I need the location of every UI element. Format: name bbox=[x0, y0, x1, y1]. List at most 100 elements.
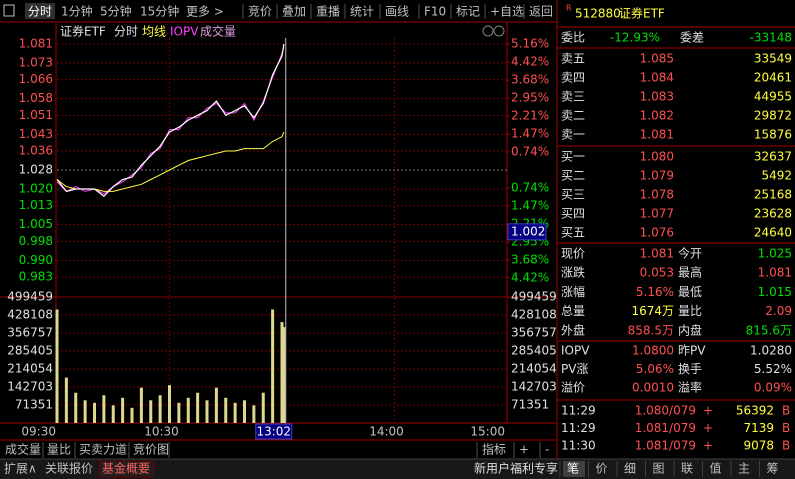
order-volume: 32637 bbox=[754, 150, 792, 164]
panel-tab[interactable]: 筹 bbox=[766, 462, 778, 476]
volume-bar bbox=[280, 322, 284, 423]
indicator-tab[interactable]: 竞价图 bbox=[133, 443, 169, 457]
y2-tick-label: 4.42% bbox=[511, 270, 549, 284]
chart-icon[interactable] bbox=[482, 25, 494, 37]
volume-bar bbox=[233, 402, 237, 423]
trade-volume: 7139 bbox=[743, 421, 774, 435]
volume-bar bbox=[205, 400, 209, 423]
y2-tick-label: 285405 bbox=[511, 344, 557, 358]
trade-volume: 56392 bbox=[736, 404, 774, 418]
indicator-button[interactable]: - bbox=[545, 443, 549, 457]
status-tab[interactable]: 基金概要 bbox=[102, 461, 150, 476]
status-promo[interactable]: 新用户福利专享 bbox=[474, 461, 558, 476]
toolbar-button[interactable]: 叠加 bbox=[282, 5, 306, 19]
toolbar-button[interactable]: 画线 bbox=[385, 5, 409, 19]
y-tick-label: 1.028 bbox=[19, 163, 53, 177]
y2-tick-label: 3.68% bbox=[511, 252, 549, 266]
toolbar-button[interactable]: 标记 bbox=[456, 5, 480, 19]
order-label: 卖二 bbox=[561, 109, 585, 123]
trade-side: B bbox=[782, 439, 790, 453]
legend-entry: IOPV bbox=[170, 25, 199, 39]
volume-bar bbox=[243, 400, 246, 423]
order-label: 买二 bbox=[561, 169, 585, 183]
y-tick-label: 1.043 bbox=[19, 127, 53, 141]
stat-value: 1674万 bbox=[631, 304, 674, 318]
y-tick-label: 1.020 bbox=[19, 182, 53, 196]
panel-tab[interactable]: 值 bbox=[709, 461, 721, 476]
stat-value: 0.0010 bbox=[632, 381, 674, 395]
toolbar-tab[interactable]: 15分钟 bbox=[140, 4, 179, 19]
stat-label: 溢价 bbox=[561, 381, 585, 395]
y2-tick-label: 4.42% bbox=[511, 55, 549, 69]
toolbar-button[interactable]: F10 bbox=[424, 5, 446, 19]
panel-tab[interactable]: 主 bbox=[738, 462, 750, 476]
toolbar-button[interactable]: +自选 bbox=[490, 5, 524, 19]
order-label: 卖一 bbox=[561, 128, 585, 142]
toolbar-button[interactable]: 竞价 bbox=[248, 5, 272, 19]
toolbar-button[interactable]: 统计 bbox=[350, 5, 374, 19]
order-volume: 29872 bbox=[754, 109, 792, 123]
status-highlight bbox=[98, 460, 155, 478]
chart-icon[interactable] bbox=[493, 25, 505, 37]
volume-bar bbox=[177, 402, 181, 423]
order-price: 1.078 bbox=[640, 188, 674, 202]
code: 512880 bbox=[575, 7, 621, 21]
volume-bar bbox=[102, 395, 106, 423]
status-tab[interactable]: 关联报价 bbox=[45, 461, 93, 476]
series-line bbox=[56, 131, 285, 192]
y2-tick-label: 3.68% bbox=[511, 73, 549, 87]
order-price: 1.081 bbox=[640, 128, 674, 142]
quote-label: 委差 bbox=[680, 31, 704, 45]
stat-label: 量比 bbox=[678, 304, 702, 318]
stat-label: 最低 bbox=[678, 285, 702, 299]
stat-value: 1.015 bbox=[758, 285, 792, 299]
order-price: 1.080 bbox=[640, 150, 674, 164]
trade-time: 11:29 bbox=[561, 421, 596, 435]
y-tick-label: 142703 bbox=[7, 379, 53, 393]
panel-tab[interactable]: 联 bbox=[681, 462, 693, 476]
cursor-time: 13:02 bbox=[256, 425, 291, 439]
status-selected bbox=[563, 461, 585, 477]
stat-value: 0.053 bbox=[640, 266, 674, 280]
indicator-tab[interactable]: 成交量 bbox=[5, 442, 41, 457]
stat-label: 昨PV bbox=[678, 344, 706, 358]
y2-tick-label: 142703 bbox=[511, 379, 557, 393]
stat-label: 溢率 bbox=[678, 380, 702, 395]
panel-tab[interactable]: 图 bbox=[652, 462, 664, 476]
y-tick-label: 499459 bbox=[7, 290, 53, 304]
trade-time: 11:29 bbox=[561, 404, 596, 418]
volume-bar bbox=[261, 392, 265, 423]
toolbar-tab[interactable]: 更多 > bbox=[186, 5, 224, 19]
indicator-tab[interactable]: 量比 bbox=[47, 443, 71, 457]
order-volume: 20461 bbox=[754, 71, 792, 85]
cursor-time-box bbox=[255, 423, 293, 440]
indicator-button[interactable]: 指标 bbox=[482, 442, 506, 457]
toolbar-icon[interactable] bbox=[3, 4, 15, 17]
toolbar-tab[interactable]: 分时 bbox=[28, 5, 52, 19]
volume-bar bbox=[186, 397, 190, 423]
panel-tab[interactable]: 价 bbox=[595, 462, 607, 476]
volume-bar bbox=[111, 405, 115, 423]
order-volume: 23628 bbox=[754, 207, 792, 221]
y2-tick-label: 5.16% bbox=[511, 37, 549, 51]
indicator-button[interactable]: + bbox=[519, 443, 529, 457]
quote-value: -12.93% bbox=[610, 31, 660, 45]
toolbar-tab[interactable]: 1分钟 bbox=[61, 4, 93, 19]
trade-price: 1.081/079 bbox=[635, 421, 696, 435]
indicator-tab[interactable]: 买卖力道 bbox=[79, 443, 127, 457]
toolbar-button[interactable]: 重播 bbox=[316, 5, 340, 19]
panel-tab[interactable]: 笔 bbox=[567, 461, 579, 476]
order-label: 买五 bbox=[561, 226, 585, 240]
stat-label: 涨跌 bbox=[561, 265, 585, 280]
order-label: 买四 bbox=[561, 207, 585, 221]
panel-tab[interactable]: 细 bbox=[624, 462, 636, 476]
toolbar-tab[interactable]: 5分钟 bbox=[100, 4, 132, 19]
stat-label: PV涨 bbox=[561, 361, 588, 376]
toolbar-button[interactable]: 返回 bbox=[529, 5, 553, 19]
stat-value: 1.081 bbox=[758, 266, 792, 280]
status-tab[interactable]: 扩展∧ bbox=[4, 462, 37, 476]
legend-entry: 均线 bbox=[142, 25, 166, 39]
stat-value: 5.52% bbox=[754, 362, 792, 376]
y2-tick-label: 71351 bbox=[511, 398, 549, 412]
stat-value: 0.09% bbox=[754, 381, 792, 395]
